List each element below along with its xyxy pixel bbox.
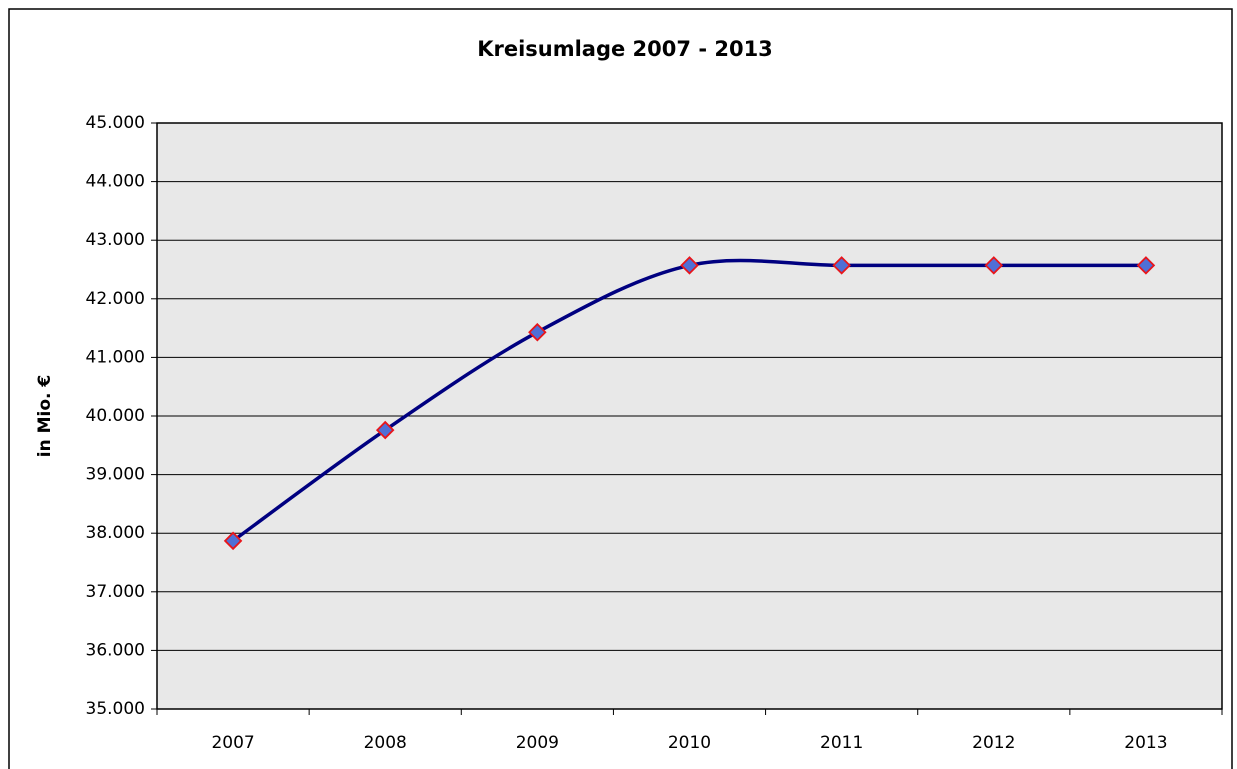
y-tick-label: 43.000 [86,230,145,250]
x-tick-label: 2007 [211,733,254,753]
marker [984,256,1004,275]
marker [832,256,851,275]
y-tick-label: 45.000 [86,113,145,133]
y-tick-label: 36.000 [86,640,145,660]
chart-title: Kreisumlage 2007 - 2013 [477,37,773,61]
y-tick-label: 42.000 [86,289,145,309]
marker [223,531,243,551]
y-tick-label: 41.000 [86,347,145,367]
marker [375,420,395,440]
x-tick-label: 2010 [668,733,711,753]
x-tick-label: 2008 [364,733,407,753]
y-tick-label: 38.000 [86,523,145,543]
plot-border [156,122,1223,710]
y-tick-label: 44.000 [86,172,145,192]
x-tick-label: 2013 [1124,733,1167,753]
marker [680,256,699,275]
y-tick-label: 39.000 [86,465,145,485]
y-axis-label: in Mio. € [35,375,55,457]
marker [1136,256,1156,275]
x-tick-label: 2009 [516,733,559,753]
y-tick-label: 40.000 [86,406,145,426]
y-tick-label: 35.000 [86,699,145,719]
y-tick-label: 37.000 [86,582,145,602]
x-tick-label: 2012 [972,733,1015,753]
x-tick-label: 2011 [820,733,863,753]
marker [528,322,547,342]
